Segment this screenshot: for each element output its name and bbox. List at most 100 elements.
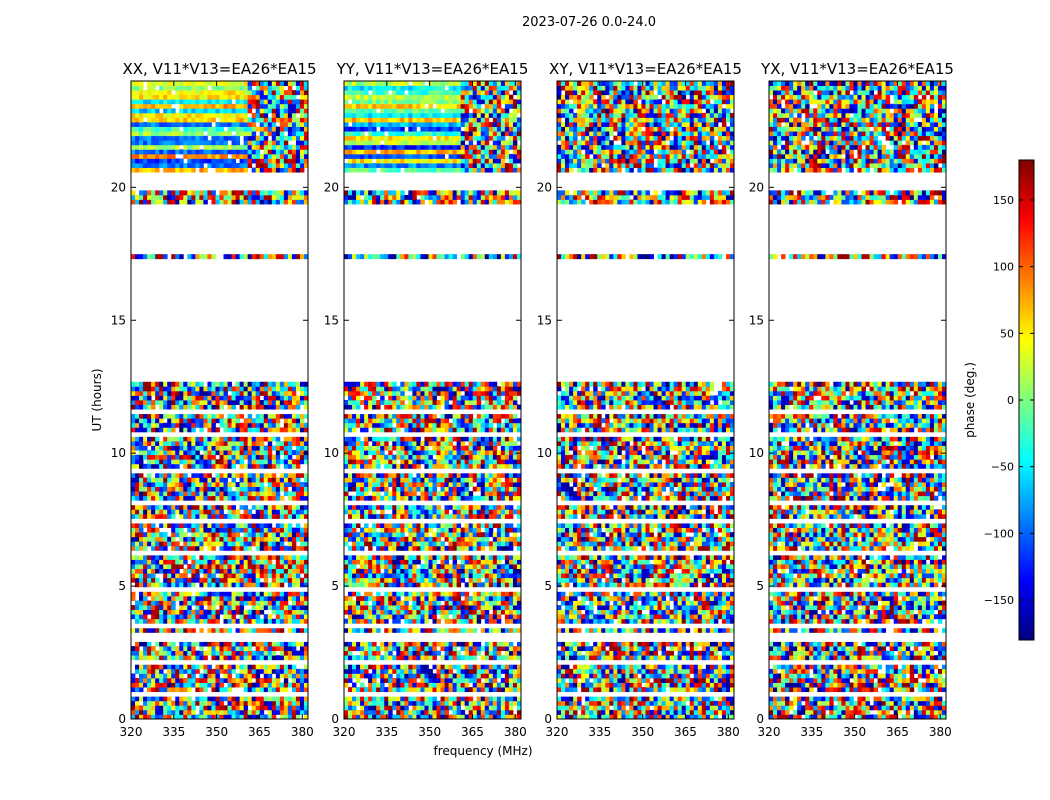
phase-cell	[207, 99, 212, 105]
phase-cell	[448, 627, 454, 633]
phase-cell	[299, 600, 305, 606]
phase-cell	[151, 655, 156, 661]
phase-cell	[255, 573, 261, 579]
phase-cell	[223, 532, 228, 538]
phase-cell	[251, 700, 257, 706]
phase-cell	[243, 454, 249, 460]
phase-cell	[255, 614, 261, 620]
phase-cell	[199, 609, 204, 615]
phase-cell	[436, 609, 441, 615]
phase-cell	[275, 390, 281, 396]
phase-cell	[279, 381, 285, 387]
phase-cell	[215, 554, 220, 560]
phase-cell	[159, 81, 164, 86]
phase-cell	[183, 523, 188, 528]
phase-cell	[267, 395, 273, 401]
phase-cell	[191, 459, 196, 465]
phase-cell	[392, 627, 397, 633]
phase-cell	[219, 131, 224, 137]
phase-cell	[143, 641, 148, 647]
phase-cell	[420, 682, 425, 688]
phase-cell	[155, 472, 160, 478]
phase-cell	[243, 108, 249, 114]
phase-cell	[171, 682, 176, 688]
phase-cell	[159, 144, 164, 150]
phase-cell	[207, 714, 212, 719]
phase-cell	[267, 668, 273, 674]
phase-cell	[203, 687, 208, 693]
phase-cell	[279, 646, 285, 652]
phase-cell	[223, 618, 228, 624]
phase-cell	[223, 254, 228, 260]
phase-cell	[167, 163, 172, 168]
phase-cell	[143, 395, 148, 401]
phase-cell	[231, 190, 236, 196]
phase-cell	[488, 568, 494, 574]
phase-cell	[151, 650, 156, 656]
phase-cell	[291, 153, 297, 159]
phase-cell	[211, 158, 216, 164]
phase-cell	[456, 650, 462, 656]
phase-cell	[135, 714, 140, 719]
phase-cell	[476, 700, 482, 706]
phase-cell	[155, 422, 160, 428]
phase-cell	[219, 541, 224, 547]
phase-cell	[143, 577, 148, 583]
phase-cell	[135, 582, 140, 588]
phase-cell	[247, 400, 253, 405]
phase-cell	[472, 591, 478, 597]
phase-cell	[456, 573, 462, 579]
phase-cell	[279, 390, 285, 396]
phase-cell	[175, 135, 180, 141]
phase-cell	[291, 559, 297, 565]
phase-cell	[167, 650, 172, 656]
phase-cell	[464, 595, 470, 601]
phase-cell	[500, 641, 506, 647]
phase-cell	[283, 108, 289, 114]
phase-cell	[344, 641, 349, 647]
phase-cell	[179, 655, 184, 661]
phase-cell	[163, 463, 168, 469]
phase-cell	[191, 641, 196, 647]
phase-cell	[159, 477, 164, 483]
phase-cell	[468, 545, 474, 551]
phase-cell	[139, 486, 144, 492]
phase-cell	[372, 536, 377, 542]
phase-cell	[219, 404, 224, 410]
phase-cell	[207, 605, 212, 611]
phase-cell	[275, 167, 281, 173]
phase-cell	[211, 108, 216, 114]
phase-cell	[191, 545, 196, 551]
phase-cell	[420, 536, 425, 542]
phase-cell	[227, 709, 232, 715]
phase-cell	[243, 677, 249, 683]
phase-cell	[344, 627, 349, 633]
phase-cell	[139, 682, 144, 688]
phase-cell	[231, 149, 236, 155]
phase-cell	[275, 459, 281, 465]
phase-cell	[155, 513, 160, 519]
phase-cell	[512, 687, 518, 693]
phase-cell	[283, 477, 289, 483]
phase-cell	[179, 491, 184, 497]
phase-cell	[227, 627, 232, 633]
phase-cell	[187, 673, 192, 679]
phase-cell	[376, 700, 381, 706]
phase-cell	[424, 591, 429, 597]
phase-cell	[287, 668, 293, 674]
phase-cell	[440, 577, 445, 583]
phase-cell	[159, 709, 164, 715]
phase-cell	[295, 454, 301, 460]
phase-cell	[179, 696, 184, 702]
phase-cell	[147, 112, 152, 118]
phase-cell	[159, 618, 164, 624]
phase-cell	[452, 646, 458, 652]
phase-cell	[235, 696, 241, 702]
phase-cell	[235, 85, 241, 91]
phase-cell	[235, 112, 241, 118]
phase-cell	[211, 441, 216, 446]
phase-cell	[131, 513, 136, 519]
phase-cell	[504, 627, 510, 633]
phase-cell	[404, 595, 409, 601]
phase-cell	[295, 641, 301, 647]
